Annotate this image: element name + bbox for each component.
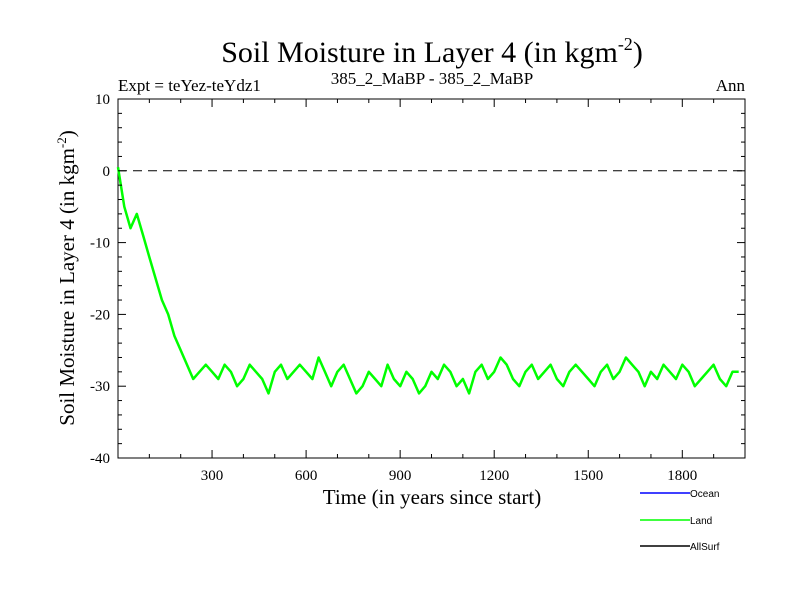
y-tick-label: 0: [103, 164, 111, 180]
y-tick-label: 10: [95, 92, 110, 108]
legend-label-ocean: Ocean: [690, 489, 719, 500]
legend-label-allsurf: AllSurf: [690, 542, 720, 553]
series-layer: [116, 167, 739, 395]
x-tick-label: 900: [389, 468, 412, 484]
x-tick-label: 600: [295, 468, 318, 484]
x-tick-label: 300: [201, 468, 224, 484]
series-line-land: [116, 167, 739, 395]
x-axis-label: Time (in years since start): [323, 485, 542, 509]
legend-label-land: Land: [690, 516, 712, 527]
y-axis-label: Soil Moisture in Layer 4 (in kgm-2): [54, 130, 79, 425]
x-tick-label: 1800: [667, 468, 697, 484]
y-tick-label: -10: [90, 236, 110, 252]
y-tick-label: -20: [90, 307, 110, 323]
subtitle-center: 385_2_MaBP - 385_2_MaBP: [331, 69, 533, 88]
y-tick-label: -30: [90, 379, 110, 395]
subtitle-expt: Expt = teYez-teYdz1: [118, 76, 261, 95]
legend: Ocean Land AllSurf: [640, 489, 720, 553]
subtitle-season: Ann: [716, 76, 746, 95]
x-tick-label: 1500: [573, 468, 603, 484]
plot-frame: [117, 98, 746, 459]
chart-title: Soil Moisture in Layer 4 (in kgm-2): [221, 34, 643, 69]
x-tick-label: 1200: [479, 468, 509, 484]
tick-layer: 300 600 900 1200 1500 1800 10 0 -10 -20 -30 -40: [90, 92, 745, 484]
y-tick-label: -40: [90, 451, 110, 467]
